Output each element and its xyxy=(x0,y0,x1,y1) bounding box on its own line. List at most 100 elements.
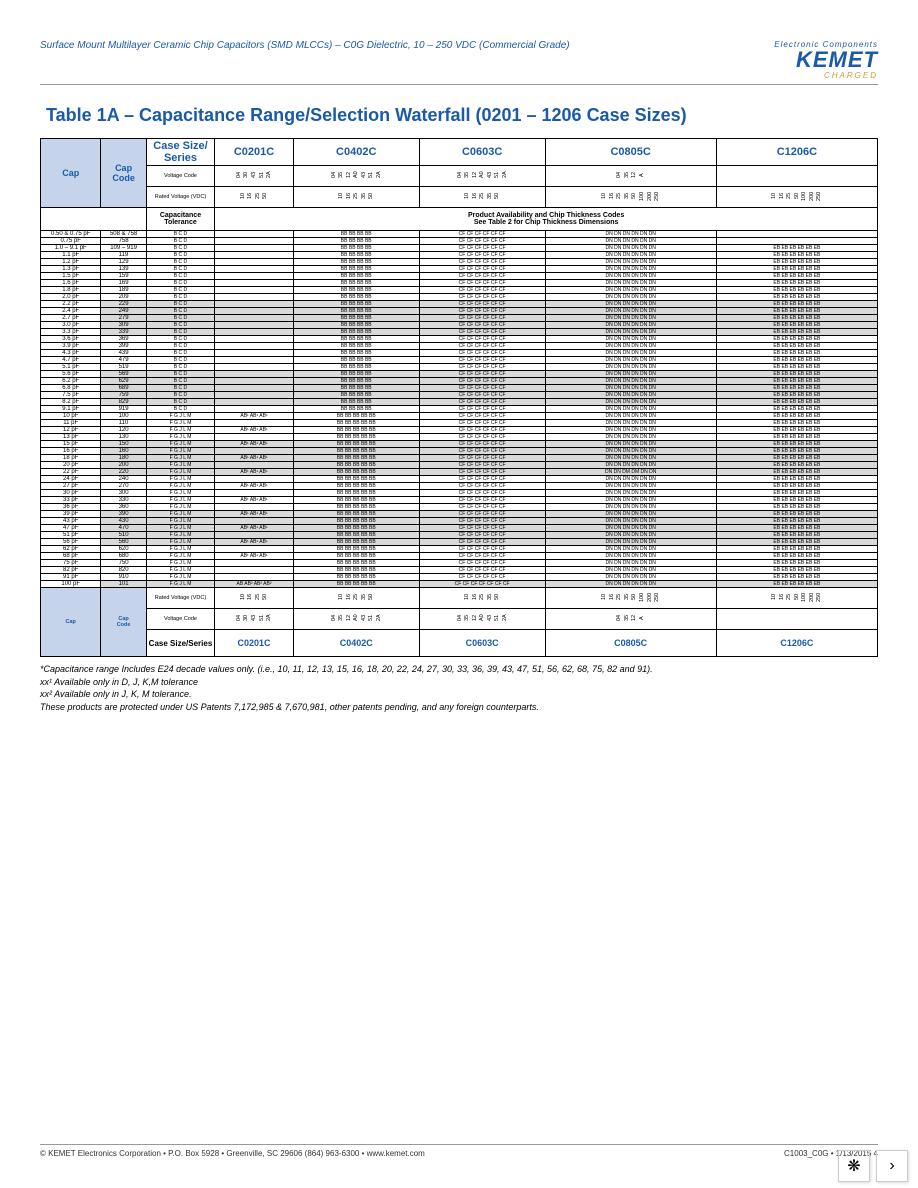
c0201-cell: AB¹ AB¹ AB¹ xyxy=(215,511,294,518)
series-c1206: C1206C xyxy=(716,139,877,166)
table-body: 0.50 & 0.75 pF508 & 758B C DBB BB BB BBC… xyxy=(41,231,878,588)
tol-cell: F G J L M xyxy=(146,574,214,581)
table-row: 7.5 pF759B C DBB BB BB BBCF CF CF CF CF … xyxy=(41,392,878,399)
c0201-cell xyxy=(215,574,294,581)
c0603-cell: CF CF CF CF CF CF xyxy=(419,427,545,434)
footnotes: *Capacitance range Includes E24 decade v… xyxy=(40,663,878,713)
tol-cell: B C D xyxy=(146,252,214,259)
c0805-cell: DN DN DN DN DN DN xyxy=(545,308,716,315)
series-header: Case Size/Series xyxy=(146,139,214,166)
c0402-cell: BB BB BB BB BB xyxy=(293,532,419,539)
code-cell: 200 xyxy=(101,462,146,469)
c0805-cell: DN DN DN DN DN DN xyxy=(545,385,716,392)
c0201-cell xyxy=(215,504,294,511)
c0805-cell: DN DN DN DN DN DN xyxy=(545,364,716,371)
table-row: 56 pF560F G J L MAB¹ AB¹ AB¹BB BB BB BB … xyxy=(41,539,878,546)
c0603-cell: CF CF CF CF CF CF xyxy=(419,364,545,371)
vcode-c0201: 04 30 43 51 2A xyxy=(215,166,294,187)
footer-left: © KEMET Electronics Corporation • P.O. B… xyxy=(40,1149,425,1158)
table-row: 1.0 – 9.1 pF109 – 919B C DBB BB BB BBCF … xyxy=(41,245,878,252)
code-cell: 110 xyxy=(101,420,146,427)
c1206-cell: EB EB EB EB EB EB xyxy=(716,441,877,448)
c0201-cell xyxy=(215,560,294,567)
c0201-cell xyxy=(215,567,294,574)
table-row: 12 pF120F G J L MAB¹ AB¹ AB¹BB BB BB BB … xyxy=(41,427,878,434)
table-row: 3.3 pF339B C DBB BB BB BBCF CF CF CF CF … xyxy=(41,329,878,336)
vcode-footer-label: Voltage Code xyxy=(146,609,214,630)
cap-cell: 13 pF xyxy=(41,434,101,441)
code-cell: 240 xyxy=(101,476,146,483)
c1206-cell: EB EB EB EB EB EB xyxy=(716,385,877,392)
table-row: 62 pF620F G J L MBB BB BB BB BBCF CF CF … xyxy=(41,546,878,553)
c0805-cell: DN DN DN DN DN DN xyxy=(545,574,716,581)
c0201-cell xyxy=(215,406,294,413)
vcode-c1206 xyxy=(716,166,877,187)
c0201-cell xyxy=(215,364,294,371)
c1206-cell: EB EB EB EB EB EB xyxy=(716,518,877,525)
c0201-cell xyxy=(215,252,294,259)
cap-cell: 1.3 pF xyxy=(41,266,101,273)
nav-logo-button[interactable]: ❋ xyxy=(838,1150,870,1182)
c1206-cell: EB EB EB EB EB EB xyxy=(716,308,877,315)
tol-cell: B C D xyxy=(146,315,214,322)
c0402-cell: BB BB BB BB xyxy=(293,364,419,371)
c0402-cell: BB BB BB BB BB xyxy=(293,441,419,448)
cap-cell: 100 pF xyxy=(41,581,101,588)
page-header: Surface Mount Multilayer Ceramic Chip Ca… xyxy=(40,40,878,85)
tol-cell: F G J L M xyxy=(146,490,214,497)
c0402-cell: BB BB BB BB xyxy=(293,399,419,406)
code-cell: 309 xyxy=(101,322,146,329)
c1206-cell: EB EB EB EB EB EB xyxy=(716,469,877,476)
c0402-cell: BB BB BB BB BB xyxy=(293,434,419,441)
table-row: 33 pF330F G J L MAB¹ AB¹ AB¹BB BB BB BB … xyxy=(41,497,878,504)
code-cell: 130 xyxy=(101,434,146,441)
c0805-cell: DN DN DN DN DN DN xyxy=(545,497,716,504)
c0805-cell: DN DN DN DN DN DN xyxy=(545,441,716,448)
tol-cell: B C D xyxy=(146,301,214,308)
tol-cell: F G J L M xyxy=(146,532,214,539)
tol-cell: F G J L M xyxy=(146,427,214,434)
cap-cell: 56 pF xyxy=(41,539,101,546)
c0805-cell: DN DN DN DN DN DN xyxy=(545,294,716,301)
c0201-cell xyxy=(215,448,294,455)
c1206-cell: EB EB EB EB EB EB xyxy=(716,476,877,483)
c0603-cell: CF CF CF CF CF CF xyxy=(419,252,545,259)
cap-cell: 12 pF xyxy=(41,427,101,434)
table-title: Table 1A – Capacitance Range/Selection W… xyxy=(46,105,878,126)
c0402-cell: BB BB BB BB xyxy=(293,287,419,294)
c1206-cell: EB EB EB EB EB EB xyxy=(716,567,877,574)
c0201-cell xyxy=(215,392,294,399)
series-c0603-f: C0603C xyxy=(419,630,545,657)
nav-next-button[interactable]: › xyxy=(876,1150,908,1182)
cap-cell: 18 pF xyxy=(41,455,101,462)
cap-cell: 5.1 pF xyxy=(41,364,101,371)
c1206-cell: EB EB EB EB EB EB xyxy=(716,490,877,497)
table-row: 47 pF470F G J L MAB¹ AB¹ AB¹BB BB BB BB … xyxy=(41,525,878,532)
vcode-c0201-f: 04 30 43 51 2A xyxy=(215,609,294,630)
c0603-cell: CF CF CF CF CF CF xyxy=(419,525,545,532)
table-row: 10 pF100F G J L MAB¹ AB¹ AB¹BB BB BB BB … xyxy=(41,413,878,420)
c0603-cell: CF CF CF CF CF CF xyxy=(419,539,545,546)
cap-header: Cap xyxy=(41,139,101,208)
code-cell: 759 xyxy=(101,392,146,399)
c0603-cell: CF CF CF CF CF CF xyxy=(419,273,545,280)
c0805-cell: DN DN DN DN DN DN xyxy=(545,280,716,287)
code-cell: 180 xyxy=(101,455,146,462)
cap-cell: 9.1 pF xyxy=(41,406,101,413)
tol-cell: F G J L M xyxy=(146,518,214,525)
cap-cell: 1.8 pF xyxy=(41,287,101,294)
c1206-cell: EB EB EB EB EB EB xyxy=(716,336,877,343)
c0201-cell xyxy=(215,350,294,357)
c0603-cell: CF CF CF CF CF CF xyxy=(419,399,545,406)
cap-cell: 39 pF xyxy=(41,511,101,518)
c0402-cell: BB BB BB BB xyxy=(293,357,419,364)
chevron-right-icon: › xyxy=(889,1157,894,1175)
c0402-cell: BB BB BB BB xyxy=(293,245,419,252)
c1206-cell: EB EB EB EB EB EB xyxy=(716,259,877,266)
c0603-cell: CF CF CF CF CF CF xyxy=(419,420,545,427)
c0805-cell: DN DN DN DN DN DN xyxy=(545,455,716,462)
code-cell: 369 xyxy=(101,336,146,343)
c0805-cell: DN DN DN DN DN DN xyxy=(545,336,716,343)
c1206-cell: EB EB EB EB EB EB xyxy=(716,273,877,280)
tol-cell: F G J L M xyxy=(146,441,214,448)
